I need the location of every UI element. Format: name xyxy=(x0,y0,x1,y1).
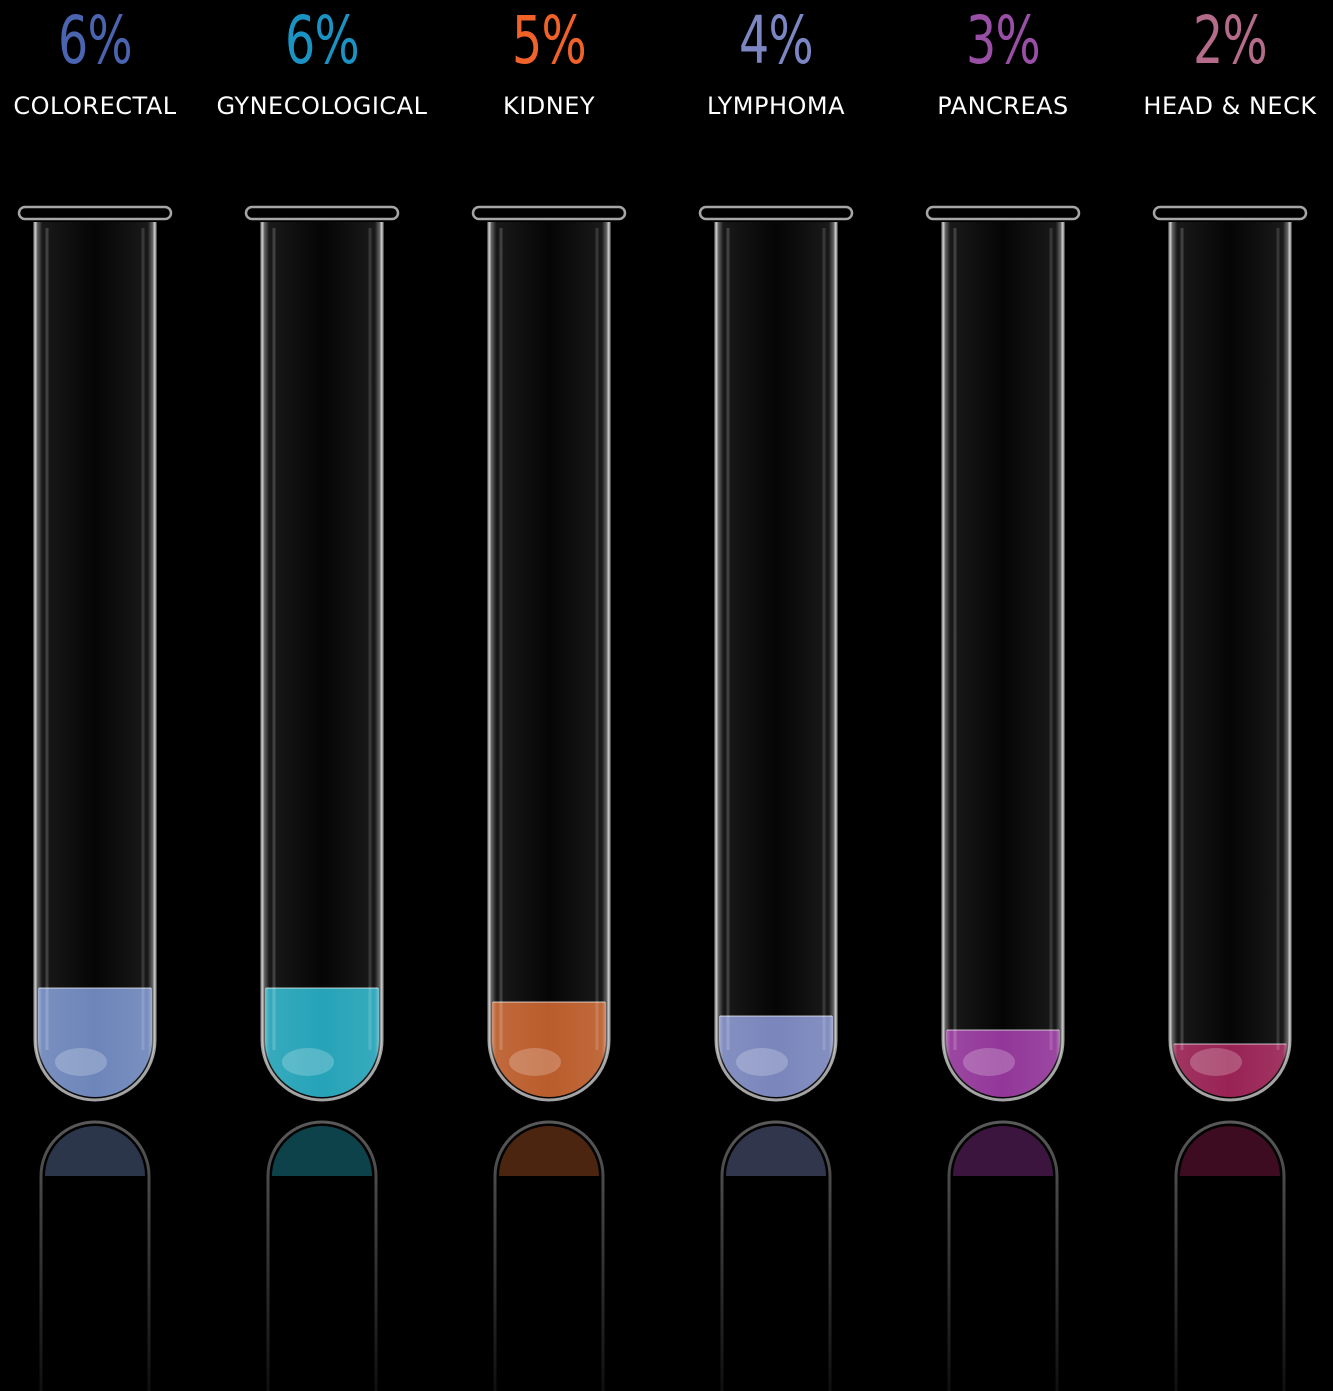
tube-reflection xyxy=(493,1120,605,1391)
tube-kidney xyxy=(471,205,627,1391)
glass-body xyxy=(714,222,838,1102)
tube-rim xyxy=(1152,205,1308,221)
glass-body xyxy=(33,222,157,1102)
value-label-pancreas: 3% xyxy=(966,2,1041,79)
category-label-pancreas: 3% PANCREAS xyxy=(888,0,1118,121)
tube-reflection xyxy=(1174,1120,1286,1391)
tube-pancreas xyxy=(925,205,1081,1391)
value-label-kidney: 5% xyxy=(512,2,587,79)
tube-gynecological xyxy=(244,205,400,1391)
category-name-gynecological: GYNECOLOGICAL xyxy=(216,92,428,120)
tube-rim xyxy=(471,205,627,221)
tube-reflection xyxy=(720,1120,832,1391)
liquid-reflection xyxy=(45,1126,145,1176)
value-label-gynecological: 6% xyxy=(285,2,360,79)
liquid-reflection xyxy=(726,1126,826,1176)
category-name-head-neck: HEAD & NECK xyxy=(1143,92,1317,120)
category-name-colorectal: COLORECTAL xyxy=(13,92,177,120)
tube-rim xyxy=(17,205,173,221)
value-label-head-neck: 2% xyxy=(1193,2,1268,79)
tube-reflection xyxy=(947,1120,1059,1391)
liquid-reflection xyxy=(953,1126,1053,1176)
liquid-reflection xyxy=(499,1126,599,1176)
tube-reflection xyxy=(266,1120,378,1391)
tube-rim xyxy=(925,205,1081,221)
category-label-kidney: 5% KIDNEY xyxy=(434,0,664,121)
tube-rim xyxy=(244,205,400,221)
category-name-pancreas: PANCREAS xyxy=(937,92,1069,120)
tube-colorectal xyxy=(17,205,173,1391)
tube-head-neck xyxy=(1152,205,1308,1391)
glass-body xyxy=(260,222,384,1102)
liquid-reflection xyxy=(1180,1126,1280,1176)
glass-body xyxy=(1168,222,1292,1102)
category-label-head-neck: 2% HEAD & NECK xyxy=(1115,0,1333,121)
category-label-gynecological: 6% GYNECOLOGICAL xyxy=(207,0,437,121)
tube-reflection xyxy=(39,1120,151,1391)
category-label-colorectal: 6% COLORECTAL xyxy=(0,0,210,121)
category-name-lymphoma: LYMPHOMA xyxy=(706,92,846,120)
liquid-reflection xyxy=(272,1126,372,1176)
value-label-lymphoma: 4% xyxy=(739,2,814,79)
glass-body xyxy=(941,222,1065,1102)
category-label-lymphoma: 4% LYMPHOMA xyxy=(661,0,891,121)
category-name-kidney: KIDNEY xyxy=(502,92,596,120)
glass-body xyxy=(487,222,611,1102)
tube-lymphoma xyxy=(698,205,854,1391)
tube-rim xyxy=(698,205,854,221)
value-label-colorectal: 6% xyxy=(58,2,133,79)
